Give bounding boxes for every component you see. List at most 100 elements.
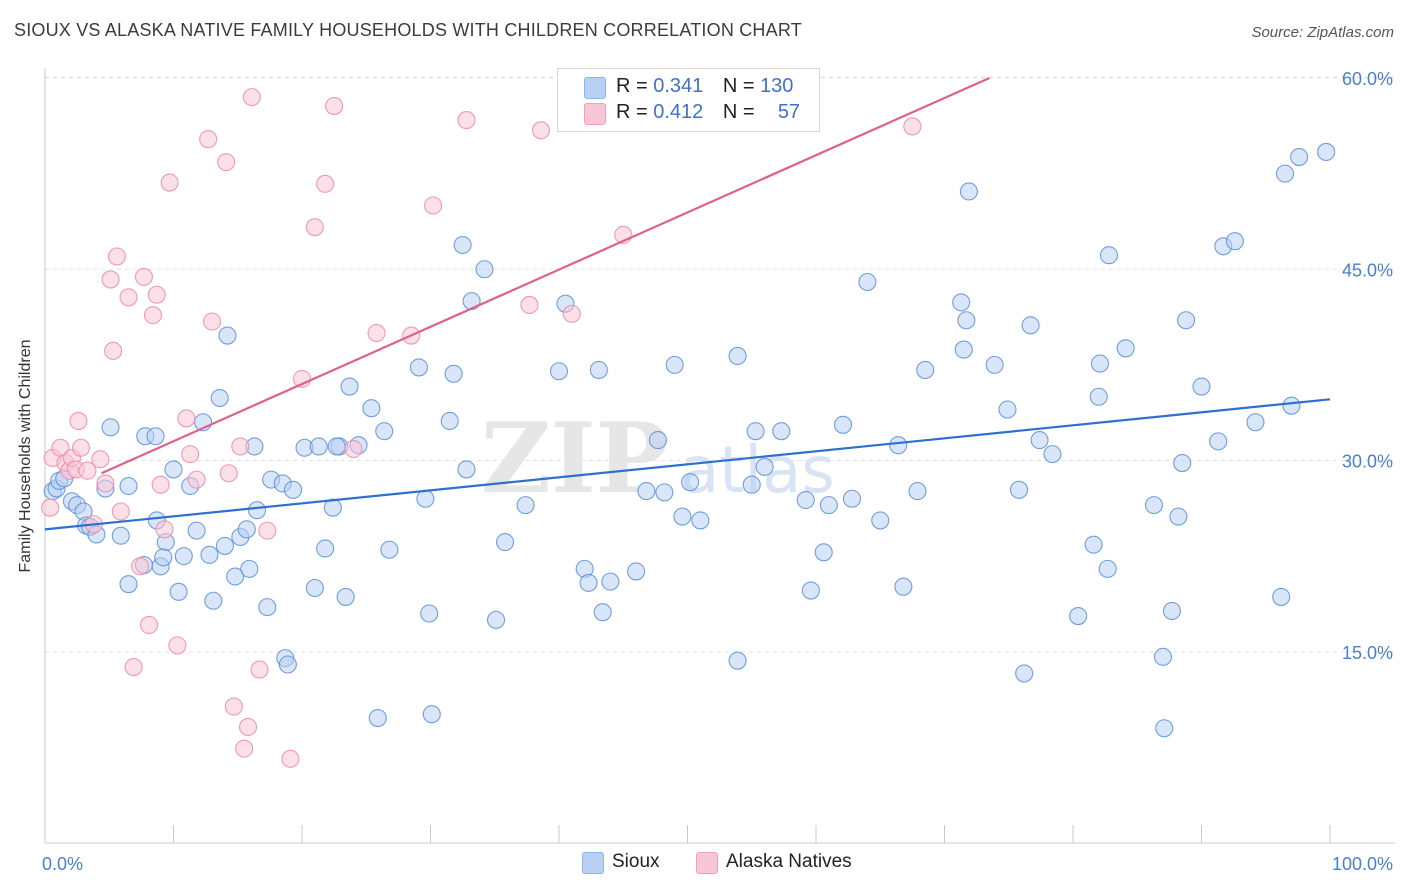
sioux-point xyxy=(375,422,394,441)
alaska-natives-point xyxy=(457,111,476,130)
sioux-point xyxy=(1246,413,1265,432)
sioux-point xyxy=(593,603,612,622)
sioux-point xyxy=(549,362,569,381)
sioux-point xyxy=(952,293,971,312)
alaska-natives-point xyxy=(187,470,206,489)
sioux-point xyxy=(1015,664,1034,683)
sioux-point xyxy=(237,520,256,539)
sioux-n-value: 130 xyxy=(760,75,794,97)
sioux-point xyxy=(746,422,765,441)
sioux-point xyxy=(278,655,297,674)
sioux-point xyxy=(801,581,820,600)
alaska-natives-point xyxy=(562,304,581,323)
sioux-swatch xyxy=(584,77,606,99)
sioux-point xyxy=(247,501,267,520)
y-tick-label: 15.0% xyxy=(1342,643,1393,663)
sioux-point xyxy=(119,575,138,594)
alaska-natives-point xyxy=(147,285,166,304)
sioux-r-value: 0.341 xyxy=(653,75,704,97)
alaska-natives-point xyxy=(78,461,97,480)
alaska-natives-point xyxy=(107,247,127,266)
sioux-point xyxy=(1192,377,1211,396)
sioux-point xyxy=(283,480,303,499)
sioux-point xyxy=(1225,232,1244,251)
sioux-point xyxy=(648,431,667,450)
alaska-natives-legend-label: Alaska Natives xyxy=(726,851,852,872)
data-points xyxy=(41,88,1336,768)
sioux-point xyxy=(1030,431,1049,450)
alaska-natives-point xyxy=(155,520,174,539)
sioux-point xyxy=(833,415,853,434)
sioux-point xyxy=(1090,354,1110,373)
sioux-point xyxy=(440,411,459,431)
sioux-point xyxy=(655,483,674,502)
sioux-point xyxy=(1177,311,1196,330)
sioux-point xyxy=(380,540,399,559)
sioux-point xyxy=(1043,445,1062,464)
alaska-natives-point xyxy=(224,697,243,716)
sioux-legend-swatch xyxy=(582,852,604,874)
sioux-point xyxy=(1155,719,1174,738)
stats-legend: R = 0.341 N = 130 R = 0.412 N = 57 xyxy=(557,68,820,132)
alaska-natives-point xyxy=(134,267,153,286)
alaska-natives-point xyxy=(258,521,277,540)
n-label: N = xyxy=(722,101,755,123)
y-tick-label: 30.0% xyxy=(1342,452,1393,472)
alaska-natives-legend-swatch xyxy=(696,852,718,874)
sioux-point xyxy=(169,582,188,601)
sioux-point xyxy=(916,360,935,380)
sioux-point xyxy=(457,460,476,479)
sioux-point xyxy=(985,355,1004,374)
sioux-point xyxy=(409,358,428,377)
sioux-point xyxy=(627,562,646,581)
alaska-natives-point xyxy=(281,749,300,768)
sioux-point xyxy=(908,482,927,501)
alaska-natives-point xyxy=(140,615,159,635)
sioux-point xyxy=(218,326,237,345)
sioux-point xyxy=(422,705,441,724)
sioux-point xyxy=(1209,432,1228,451)
sioux-point xyxy=(1173,453,1192,473)
alaska-natives-point xyxy=(71,438,91,457)
sioux-point xyxy=(226,567,245,586)
sioux-point xyxy=(1069,606,1088,626)
alaska-natives-point xyxy=(250,660,269,679)
sioux-point xyxy=(495,533,515,552)
sioux-point xyxy=(187,521,206,540)
chart-title: SIOUX VS ALASKA NATIVE FAMILY HOUSEHOLDS… xyxy=(14,20,802,40)
sioux-point xyxy=(637,482,656,501)
sioux-point xyxy=(210,388,229,408)
sioux-point xyxy=(453,235,472,255)
y-tick-label: 45.0% xyxy=(1342,260,1393,280)
alaska-natives-point xyxy=(177,409,196,428)
sioux-point xyxy=(772,422,791,441)
alaska-natives-n-value: 57 xyxy=(777,101,801,123)
alaska-natives-point xyxy=(168,636,187,655)
alaska-natives-point xyxy=(367,323,386,343)
alaska-natives-r-value: 0.412 xyxy=(653,101,704,123)
sioux-point xyxy=(368,708,387,728)
sioux-point xyxy=(1009,480,1029,499)
sioux-point xyxy=(691,511,710,530)
alaska-natives-point xyxy=(199,130,218,149)
alaska-natives-point xyxy=(231,437,250,456)
sioux-point xyxy=(215,536,234,555)
sioux-point xyxy=(1089,387,1108,406)
sioux-point xyxy=(742,475,761,494)
sioux-point xyxy=(728,346,747,366)
alaska-natives-point xyxy=(531,121,551,140)
sioux-point xyxy=(146,427,165,446)
sioux-point xyxy=(444,364,463,383)
alaska-natives-point xyxy=(96,474,115,493)
sioux-point xyxy=(814,543,833,562)
sioux-point xyxy=(340,377,359,396)
sioux-point xyxy=(959,182,978,201)
sioux-point xyxy=(1169,507,1188,526)
sioux-point xyxy=(1084,535,1103,554)
sioux-point xyxy=(119,476,138,496)
x-tick-label-end: 100.0% xyxy=(1332,854,1393,874)
sioux-point xyxy=(673,507,692,526)
sioux-point xyxy=(336,587,355,606)
sioux-point xyxy=(316,539,335,558)
alaska-natives-point xyxy=(91,450,110,469)
